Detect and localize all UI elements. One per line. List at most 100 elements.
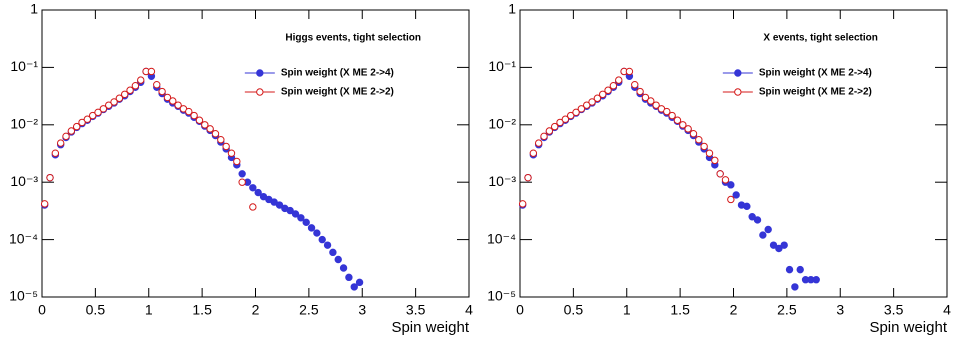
data-point (174, 101, 182, 109)
plot-frame (41, 9, 470, 298)
legend-marker (734, 88, 742, 96)
data-point (46, 173, 54, 182)
y-tick-label: 10⁻⁴ (9, 230, 38, 246)
legend-marker (256, 88, 264, 96)
data-point (190, 111, 198, 120)
x-tick-label: 2.5 (777, 302, 797, 318)
data-point (529, 149, 538, 157)
data-point (83, 115, 92, 123)
y-tick-label: 1 (30, 1, 38, 17)
data-point (785, 265, 794, 274)
x-tick-label: 4 (465, 302, 473, 318)
x-tick-label: 0.5 (564, 302, 584, 318)
x-tick-label: 1.5 (670, 302, 690, 318)
data-point (56, 139, 65, 147)
data-point (163, 93, 172, 102)
data-point (297, 214, 305, 222)
data-point (137, 76, 145, 84)
data-point (727, 181, 735, 189)
data-point (185, 107, 193, 116)
legend-label: Spin weight (X ME 2->4) (759, 68, 872, 79)
data-point (291, 210, 300, 218)
data-point (534, 139, 543, 147)
data-point (211, 129, 220, 138)
data-point (329, 248, 337, 257)
data-point (238, 170, 246, 178)
x-tick-label: 4 (943, 302, 951, 318)
data-point (780, 241, 788, 249)
data-point (345, 273, 353, 282)
y-tick-label: 10⁻⁴ (487, 230, 516, 246)
data-point (748, 213, 756, 221)
data-point (791, 283, 799, 291)
x-tick-label: 3 (358, 302, 366, 318)
data-point (743, 202, 751, 211)
x-tick-label: 2.5 (299, 302, 319, 318)
data-point (339, 264, 348, 272)
data-point (206, 125, 214, 133)
data-point (673, 116, 682, 124)
data-point (631, 80, 639, 89)
data-point (705, 149, 714, 157)
data-point (700, 142, 708, 151)
data-point (615, 76, 623, 84)
data-point (711, 156, 719, 165)
data-point (759, 231, 767, 239)
legend-label: Spin weight (X ME 2->2) (759, 87, 872, 98)
data-point (217, 136, 225, 144)
data-point (689, 129, 698, 138)
data-point (233, 157, 241, 166)
data-point (153, 80, 161, 89)
data-point (169, 97, 177, 105)
data-point (796, 265, 804, 274)
data-point (561, 115, 570, 123)
x-tick-label: 0 (38, 302, 46, 318)
y-tick-label: 10⁻³ (10, 173, 38, 189)
data-point (625, 67, 634, 76)
x-tick-label: 2 (252, 302, 260, 318)
data-point (313, 229, 321, 237)
y-tick-label: 10⁻⁵ (487, 288, 516, 304)
data-point (51, 149, 60, 157)
x-axis-label: Spin weight (391, 319, 469, 336)
data-point (679, 121, 687, 129)
data-point (550, 122, 559, 131)
data-point (753, 216, 762, 224)
x-tick-label: 3.5 (406, 302, 426, 318)
x-tick-label: 0.5 (86, 302, 106, 318)
data-point (126, 86, 134, 94)
y-tick-label: 10⁻³ (488, 173, 516, 189)
y-tick-label: 10⁻¹ (488, 58, 516, 74)
data-point (540, 132, 548, 141)
data-point (556, 118, 564, 127)
data-point (275, 201, 284, 209)
data-point (727, 195, 735, 204)
x-tick-label: 3 (836, 302, 844, 318)
data-point (147, 67, 156, 76)
data-point (302, 218, 310, 227)
y-tick-label: 10⁻⁵ (9, 288, 38, 304)
data-point (222, 142, 230, 151)
data-point (158, 87, 166, 96)
data-point (647, 97, 655, 105)
data-point (334, 255, 342, 264)
data-point (105, 101, 113, 109)
x-tick-label: 2 (730, 302, 738, 318)
y-tick-label: 1 (508, 1, 516, 17)
data-point (62, 132, 70, 141)
annotation: Higgs events, tight selection (285, 33, 421, 44)
data-point (350, 283, 358, 291)
data-point (593, 94, 602, 102)
data-point (812, 276, 820, 284)
data-point (227, 149, 236, 157)
data-point (67, 127, 76, 135)
data-point (732, 191, 740, 199)
data-point (40, 200, 49, 208)
data-point (318, 235, 326, 244)
x-tick-label: 1 (145, 302, 153, 318)
data-point (652, 101, 660, 109)
data-point (572, 108, 580, 117)
data-point (641, 93, 650, 102)
data-point (249, 184, 257, 192)
